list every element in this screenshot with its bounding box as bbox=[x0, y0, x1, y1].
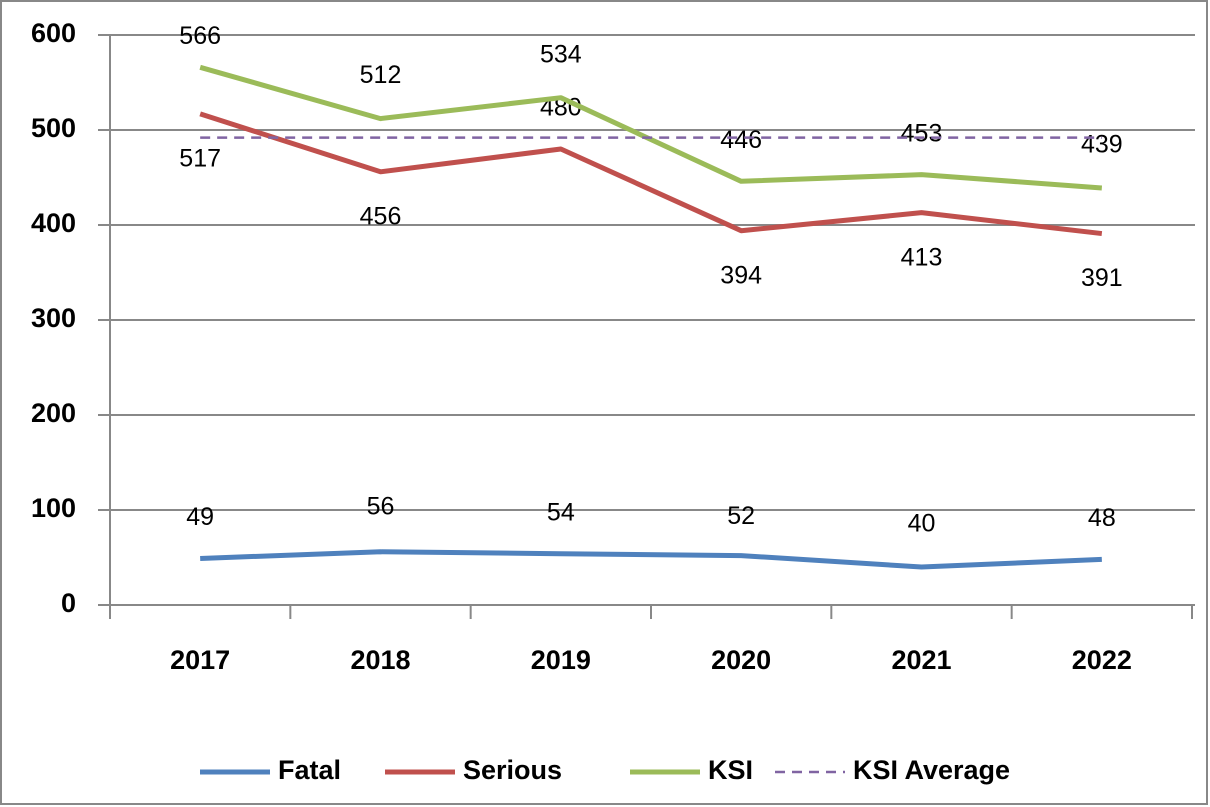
y-tick-label: 600 bbox=[31, 18, 76, 48]
data-label: 54 bbox=[547, 498, 575, 526]
data-label: 534 bbox=[540, 40, 582, 68]
y-tick-label: 100 bbox=[31, 493, 76, 523]
data-label: 48 bbox=[1088, 504, 1116, 532]
y-tick-label: 200 bbox=[31, 398, 76, 428]
x-tick-label: 2018 bbox=[350, 645, 410, 675]
legend-label: KSI Average bbox=[853, 755, 1010, 785]
data-label: 391 bbox=[1081, 264, 1123, 292]
data-label: 566 bbox=[179, 22, 221, 50]
data-label: 49 bbox=[186, 503, 214, 531]
series-line bbox=[199, 111, 1103, 237]
data-label: 52 bbox=[727, 502, 755, 530]
x-tick-label: 2022 bbox=[1072, 645, 1132, 675]
series-line bbox=[200, 549, 1102, 570]
data-label: 40 bbox=[908, 510, 936, 538]
legend-label: Serious bbox=[463, 755, 562, 785]
data-label: 56 bbox=[367, 492, 395, 520]
data-label: 394 bbox=[720, 261, 762, 289]
x-tick-label: 2017 bbox=[170, 645, 230, 675]
y-tick-label: 300 bbox=[31, 303, 76, 333]
data-label: 517 bbox=[179, 144, 221, 172]
series-line bbox=[199, 64, 1103, 191]
y-tick-label: 0 bbox=[61, 588, 76, 618]
legend-label: KSI bbox=[708, 755, 753, 785]
data-label: 413 bbox=[901, 243, 943, 271]
y-tick-label: 500 bbox=[31, 113, 76, 143]
data-label: 453 bbox=[901, 119, 943, 147]
y-tick-label: 400 bbox=[31, 208, 76, 238]
x-tick-label: 2020 bbox=[711, 645, 771, 675]
x-tick-label: 2019 bbox=[531, 645, 591, 675]
legend-label: Fatal bbox=[278, 755, 341, 785]
data-label: 439 bbox=[1081, 131, 1123, 159]
data-label: 512 bbox=[360, 61, 402, 89]
data-label: 456 bbox=[360, 202, 402, 230]
x-tick-label: 2021 bbox=[891, 645, 951, 675]
data-label: 446 bbox=[720, 126, 762, 154]
